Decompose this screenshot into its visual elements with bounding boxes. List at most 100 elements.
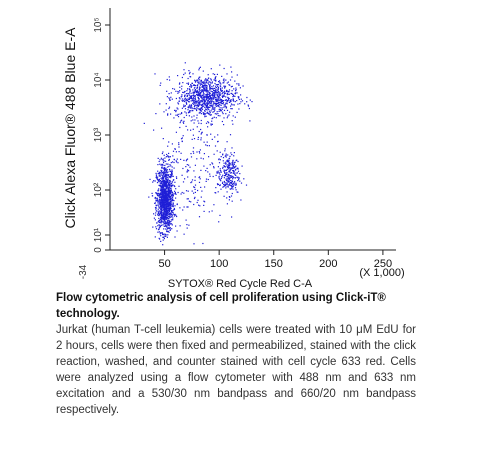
- scatter-point: [162, 236, 164, 238]
- scatter-point: [224, 166, 227, 168]
- scatter-point: [235, 90, 237, 92]
- scatter-point: [196, 100, 198, 102]
- scatter-point: [172, 202, 174, 204]
- scatter-point: [161, 186, 163, 188]
- scatter-point: [153, 213, 155, 215]
- scatter-point: [198, 100, 200, 102]
- scatter-point: [167, 186, 169, 188]
- scatter-point: [200, 95, 202, 97]
- scatter-point: [181, 137, 183, 139]
- scatter-point: [184, 94, 186, 96]
- scatter-point: [231, 167, 233, 169]
- scatter-point: [151, 192, 153, 194]
- scatter-point: [223, 67, 225, 70]
- scatter-point: [213, 116, 215, 118]
- scatter-point: [155, 200, 157, 202]
- scatter-point: [169, 187, 171, 189]
- scatter-point: [219, 174, 221, 176]
- scatter-point: [199, 110, 201, 112]
- scatter-point: [164, 225, 167, 227]
- scatter-point: [183, 73, 185, 76]
- scatter-point: [230, 184, 232, 187]
- scatter-point: [164, 182, 166, 184]
- scatter-point: [159, 185, 161, 187]
- scatter-point: [231, 181, 233, 184]
- scatter-point: [173, 185, 175, 187]
- scatter-point: [168, 187, 170, 190]
- scatter-point: [183, 91, 186, 93]
- scatter-point: [217, 99, 219, 102]
- scatter-point: [214, 93, 216, 95]
- scatter-point: [167, 224, 169, 226]
- scatter-point: [202, 105, 204, 107]
- scatter-point: [206, 167, 208, 169]
- scatter-point: [163, 228, 165, 230]
- scatter-point: [163, 218, 165, 221]
- scatter-point: [175, 114, 177, 116]
- scatter-point: [159, 174, 161, 176]
- scatter-point: [173, 167, 175, 169]
- scatter-point: [166, 180, 168, 182]
- scatter-point: [223, 104, 225, 106]
- scatter-point: [161, 205, 163, 207]
- scatter-point: [160, 177, 162, 179]
- scatter-point: [185, 100, 187, 102]
- scatter-point: [231, 216, 233, 218]
- scatter-point: [174, 109, 176, 111]
- scatter-point: [222, 102, 225, 104]
- scatter-point: [166, 196, 168, 198]
- scatter-point: [164, 224, 166, 226]
- scatter-point: [186, 95, 188, 98]
- scatter-point: [170, 165, 172, 167]
- scatter-point: [228, 114, 230, 116]
- scatter-point: [163, 211, 165, 213]
- scatter-point: [218, 108, 220, 111]
- scatter-point: [191, 108, 193, 110]
- scatter-point: [158, 178, 160, 181]
- scatter-point: [192, 102, 194, 104]
- scatter-point: [163, 190, 165, 192]
- scatter-point: [171, 166, 173, 168]
- scatter-point: [175, 131, 177, 133]
- scatter-point: [193, 84, 195, 86]
- scatter-point: [190, 92, 192, 94]
- scatter-point: [179, 122, 181, 124]
- scatter-point: [160, 82, 162, 84]
- scatter-point: [217, 88, 219, 90]
- scatter-point: [160, 199, 162, 201]
- scatter-point: [231, 154, 233, 156]
- scatter-point: [191, 85, 193, 87]
- scatter-point: [199, 95, 201, 97]
- scatter-point: [227, 167, 230, 169]
- scatter-point: [200, 96, 203, 99]
- scatter-point: [231, 164, 233, 166]
- scatter-point: [220, 110, 222, 112]
- scatter-point: [229, 164, 231, 166]
- scatter-point: [157, 204, 159, 206]
- scatter-point: [176, 114, 179, 116]
- scatter-point: [230, 172, 232, 174]
- scatter-point: [158, 202, 160, 204]
- scatter-point: [199, 86, 201, 88]
- scatter-point: [172, 205, 174, 207]
- scatter-point: [225, 79, 227, 81]
- scatter-point: [229, 79, 232, 81]
- scatter-point: [169, 186, 171, 188]
- scatter-point: [242, 85, 244, 87]
- scatter-point: [172, 198, 174, 200]
- scatter-point: [226, 176, 228, 178]
- scatter-point: [178, 100, 180, 102]
- scatter-point: [227, 174, 229, 176]
- scatter-point: [222, 82, 224, 84]
- scatter-point: [187, 83, 189, 85]
- scatter-point: [165, 103, 167, 105]
- scatter-point: [210, 94, 212, 96]
- scatter-point: [153, 217, 155, 219]
- scatter-point: [156, 197, 158, 199]
- scatter-point: [235, 189, 237, 191]
- scatter-point: [223, 80, 225, 82]
- scatter-point: [177, 191, 179, 194]
- scatter-point: [164, 168, 166, 170]
- scatter-point: [224, 86, 226, 88]
- scatter-point: [233, 155, 235, 157]
